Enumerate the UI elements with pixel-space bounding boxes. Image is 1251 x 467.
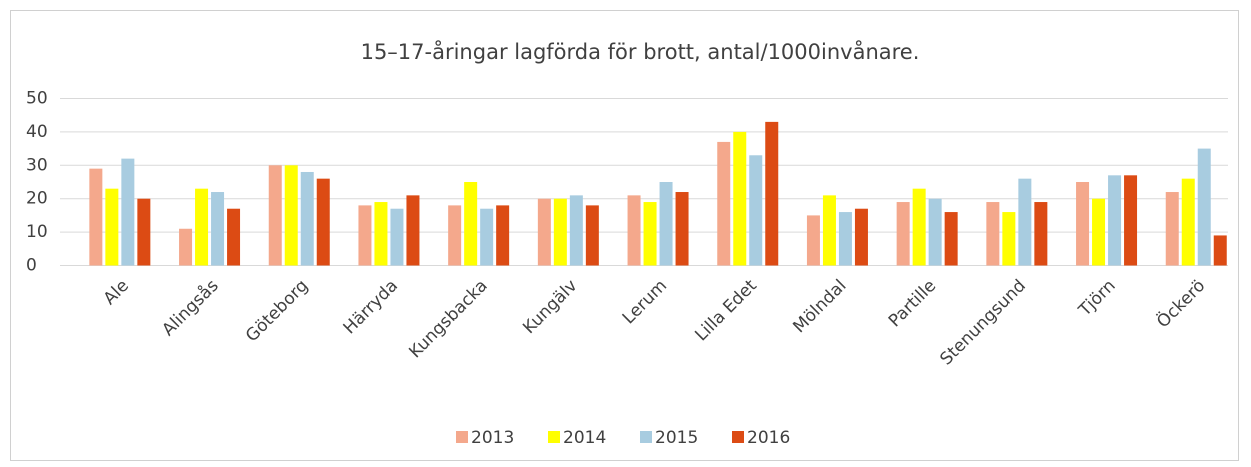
y-tick-label: 40 [26, 122, 48, 142]
chart-title: 15–17-åringar lagförda för brott, antal/… [361, 39, 920, 64]
bar [268, 165, 282, 266]
bar [838, 212, 852, 266]
bar [733, 131, 747, 266]
legend-label: 2016 [747, 428, 790, 448]
bar [854, 208, 868, 266]
bar [912, 188, 926, 266]
bar [121, 158, 135, 266]
bar [1076, 182, 1090, 266]
legend-label: 2015 [655, 428, 698, 448]
legend-swatch [640, 431, 652, 443]
legend-swatch [456, 431, 468, 443]
bar [1034, 202, 1048, 266]
bar [406, 195, 420, 266]
bar [211, 192, 225, 266]
legend-swatch [548, 431, 560, 443]
bar [986, 202, 1000, 266]
bar [448, 205, 462, 266]
y-tick-label: 30 [26, 155, 48, 175]
bar [316, 178, 330, 266]
bar [480, 208, 494, 266]
bar [659, 182, 673, 266]
bar [374, 202, 388, 266]
y-tick-label: 50 [26, 89, 48, 109]
bar [1165, 192, 1179, 266]
legend-swatch [732, 431, 744, 443]
bar [105, 188, 119, 266]
bar [944, 212, 958, 266]
bar [806, 215, 820, 266]
bar [1197, 148, 1211, 266]
bar [585, 205, 599, 266]
bar [464, 182, 478, 266]
bar [896, 202, 910, 266]
bar [195, 188, 209, 266]
bar [553, 198, 567, 266]
bar [137, 198, 151, 266]
y-tick-label: 10 [26, 222, 48, 242]
bar [390, 208, 404, 266]
bar [1092, 198, 1106, 266]
bar [1002, 212, 1016, 266]
bar [717, 141, 731, 266]
chart-border [10, 10, 1239, 461]
bar [1181, 178, 1195, 266]
bar [179, 228, 193, 266]
bar [1124, 175, 1138, 266]
bar [1018, 178, 1032, 266]
bar [227, 208, 241, 266]
bar [928, 198, 942, 266]
bar [569, 195, 583, 266]
bar [284, 165, 298, 266]
bar [765, 121, 779, 266]
bar [1108, 175, 1122, 266]
y-tick-label: 20 [26, 189, 48, 209]
legend-label: 2014 [563, 428, 606, 448]
bar [358, 205, 372, 266]
bar [643, 202, 657, 266]
bar [537, 198, 551, 266]
bar [749, 155, 763, 266]
bar [496, 205, 510, 266]
bar [89, 168, 103, 266]
bar [300, 171, 314, 266]
legend-label: 2013 [471, 428, 514, 448]
bar [627, 195, 641, 266]
bar [675, 192, 689, 266]
y-tick-label: 0 [26, 256, 37, 276]
bar [1213, 235, 1227, 266]
bar [822, 195, 836, 266]
